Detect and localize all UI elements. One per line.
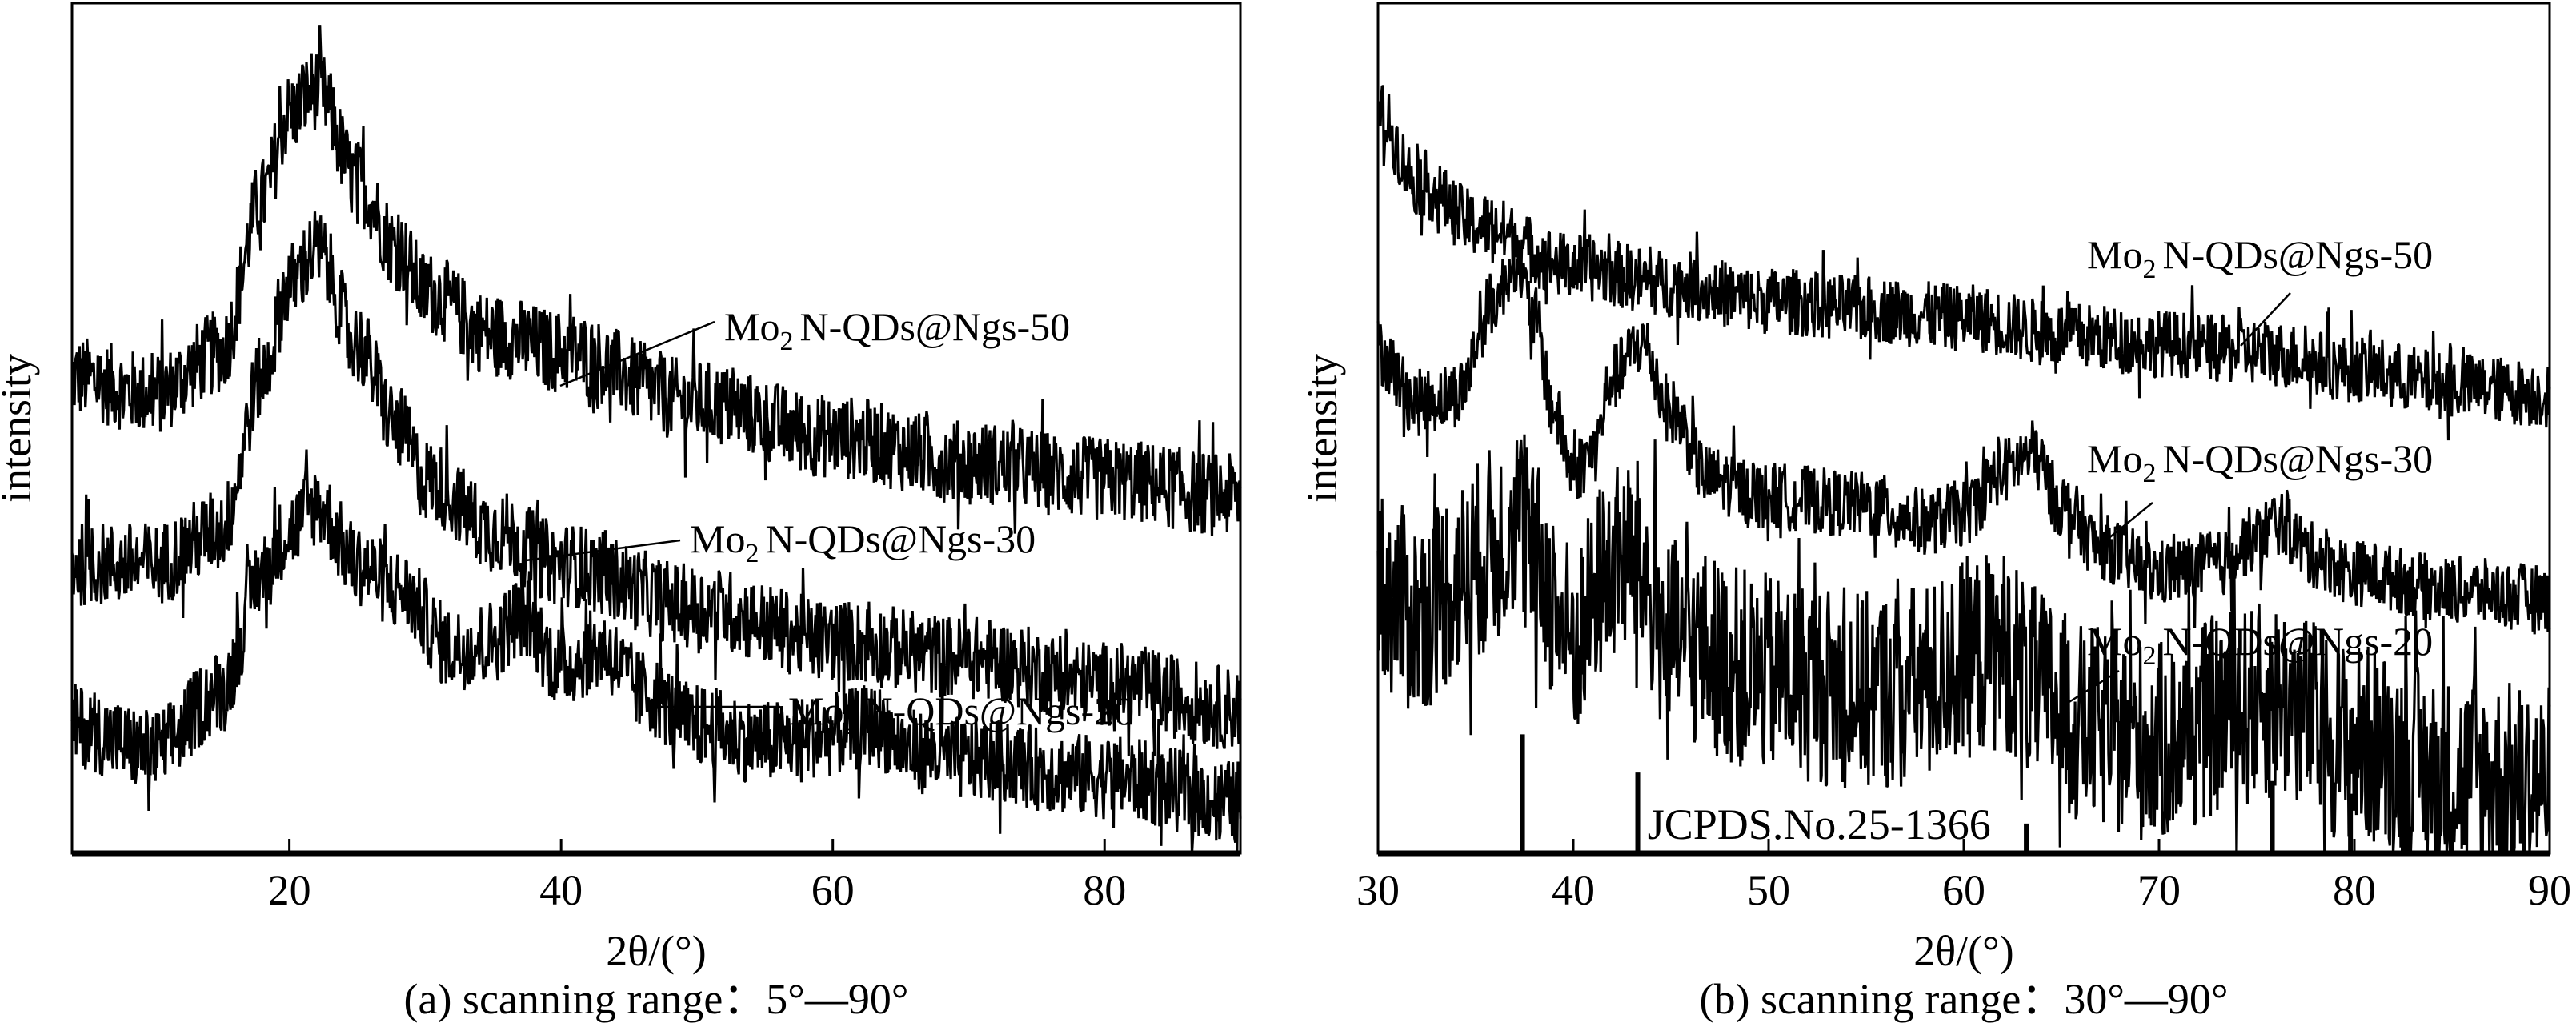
y-axis-title: intensity [0, 354, 40, 503]
panel-caption: (a) scanning range：5°—90° [404, 975, 909, 1023]
x-tick-label: 40 [539, 866, 583, 914]
series-label: Mo2 N-QDs@Ngs-50 [724, 304, 1070, 356]
series-label: Mo2 N-QDs@Ngs-30 [2087, 436, 2433, 488]
annotation-leader-line [2102, 502, 2153, 544]
reference-label: JCPDS.No.25-1366 [1648, 800, 1991, 848]
series-line-mo2n-qds@ngs-30 [1376, 225, 2551, 635]
annotation-leader-line [2240, 292, 2291, 347]
x-tick-label: 50 [1747, 866, 1790, 914]
series-line-mo2n-qds@ngs-20 [1376, 434, 2551, 855]
series-label: Mo2 N-QDs@Ngs-20 [788, 688, 1134, 740]
series-line-mo2n-qds@ngs-50 [1376, 85, 2551, 441]
x-tick-label: 80 [2333, 866, 2376, 914]
y-axis-title: intensity [1298, 354, 1346, 503]
panel-caption: (b) scanning range：30°—90° [1699, 975, 2228, 1023]
series-line-mo2n-qds@ngs-20 [70, 449, 1242, 854]
annotation-leader-line [2061, 669, 2120, 708]
series-line-mo2n-qds@ngs-50 [70, 25, 1242, 536]
series-label: Mo2 N-QDs@Ngs-50 [2087, 232, 2433, 284]
series-label: Mo2 N-QDs@Ngs-30 [690, 516, 1036, 568]
x-tick-label: 90 [2528, 866, 2571, 914]
series-line-mo2n-qds@ngs-30 [70, 211, 1242, 756]
x-axis-title: 2θ/(°) [606, 927, 706, 975]
x-tick-label: 40 [1552, 866, 1595, 914]
x-tick-label: 20 [268, 866, 311, 914]
x-tick-label: 60 [1942, 866, 1985, 914]
x-tick-label: 80 [1083, 866, 1126, 914]
panel-b: JCPDS.No.25-1366 30 40 50 60 70 80 90 2θ/(°) inte… [1298, 2, 2571, 1023]
x-tick-label: 30 [1356, 866, 1400, 914]
x-axis-title: 2θ/(°) [1913, 927, 2013, 975]
series-label: Mo2 N-QDs@Ngs-20 [2087, 619, 2433, 671]
annotation-leader-line [525, 539, 681, 562]
panel-a: 20 40 60 80 2θ/(°) intensity (a) scanning rang… [0, 2, 1242, 1023]
x-tick-label: 60 [811, 866, 855, 914]
annotation-leader-line [559, 320, 715, 387]
x-tick-label: 70 [2137, 866, 2181, 914]
